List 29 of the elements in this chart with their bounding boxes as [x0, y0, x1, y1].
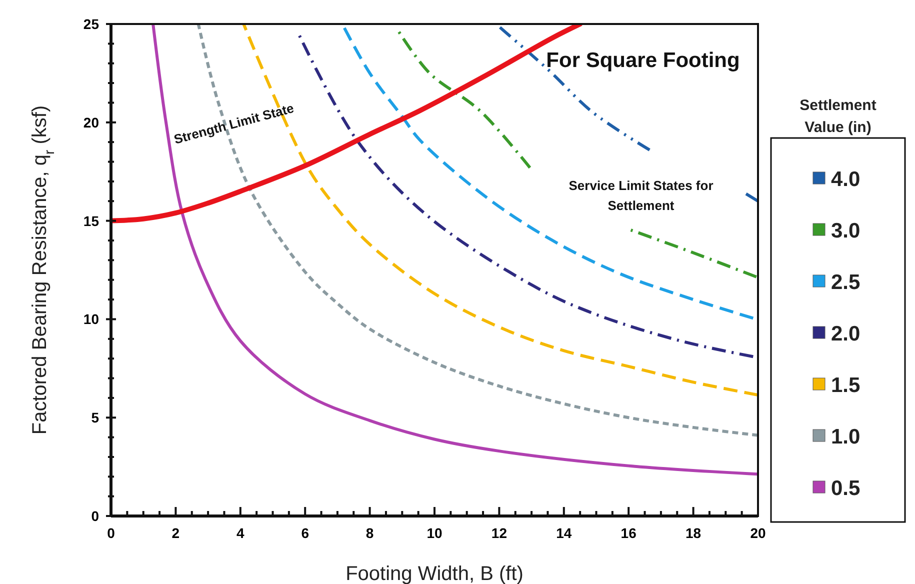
legend-label: 3.0: [831, 220, 860, 242]
x-axis-title: Footing Width, B (ft): [346, 563, 524, 584]
legend-label: 2.5: [831, 271, 861, 294]
x-tick-label: 18: [686, 525, 702, 541]
x-tick-label: 0: [107, 525, 116, 541]
y-tick-label: 5: [91, 410, 100, 426]
annotation: Strength Limit State: [172, 100, 296, 147]
y-tick-label: 20: [83, 114, 100, 130]
x-tick-label: 12: [491, 525, 508, 541]
y-tick-label: 0: [91, 508, 100, 524]
legend-label: 2.0: [831, 322, 860, 346]
legend-title: Settlement Value (in): [800, 97, 876, 136]
legend-label: 1.5: [831, 374, 861, 397]
x-tick-label: 4: [236, 525, 244, 541]
annotation: For Square Footing: [546, 49, 740, 72]
x-tick-label: 10: [426, 525, 442, 541]
legend-label: 4.0: [831, 168, 860, 191]
y-tick-label: 15: [83, 212, 100, 229]
y-tick-label: 25: [83, 16, 100, 32]
y-tick-label: 10: [83, 311, 100, 328]
x-tick-label: 16: [620, 525, 637, 541]
x-tick-label: 20: [750, 525, 766, 541]
annotation: Service Limit States for Settlement: [568, 178, 714, 213]
x-tick-label: 14: [556, 525, 572, 541]
x-tick-label: 2: [172, 525, 180, 541]
x-tick-label: 6: [301, 525, 310, 541]
x-tick-label: 8: [366, 525, 374, 541]
legend-label: 0.5: [831, 477, 861, 500]
legend-label: 1.0: [831, 426, 860, 448]
